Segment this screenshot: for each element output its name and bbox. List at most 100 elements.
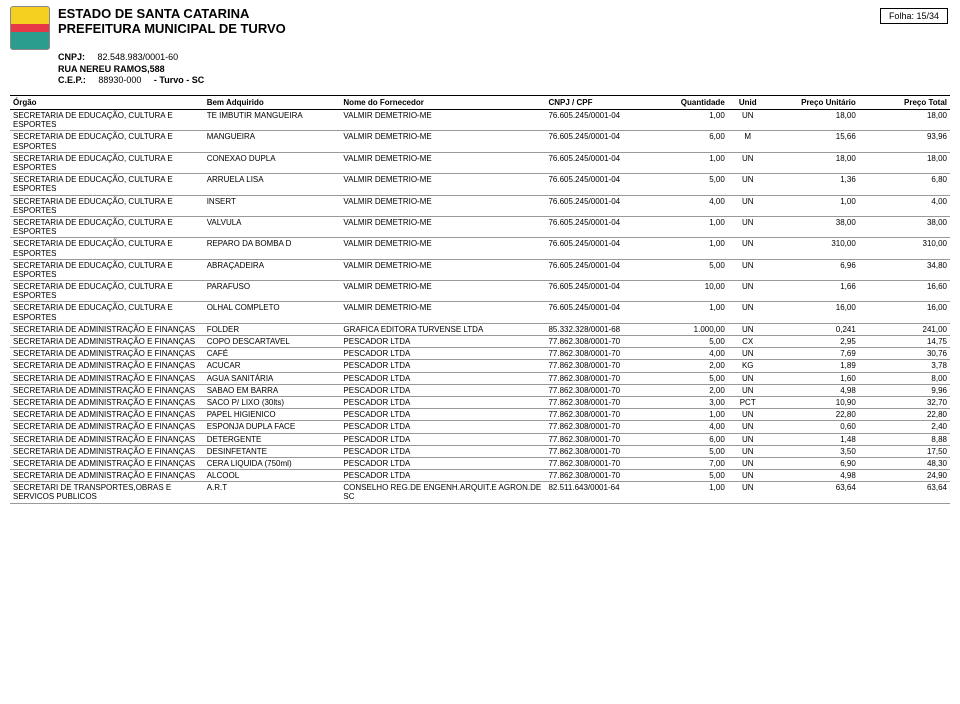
table-row: SECRETARIA DE ADMINISTRAÇÃO E FINANÇASSA…: [10, 396, 950, 408]
cnpj-value: 82.548.983/0001-60: [98, 52, 179, 62]
folha-label: Folha:: [889, 11, 914, 21]
cell-unid: UN: [728, 174, 768, 195]
cell-cnpj: 77.862.308/0001-70: [545, 457, 659, 469]
cell-bem: CONEXAO DUPLA: [204, 152, 341, 173]
cell-cnpj: 77.862.308/0001-70: [545, 445, 659, 457]
cell-pt: 38,00: [859, 216, 950, 237]
table-row: SECRETARIA DE ADMINISTRAÇÃO E FINANÇASPA…: [10, 409, 950, 421]
cell-pu: 310,00: [768, 238, 859, 259]
cell-qtd: 1,00: [659, 302, 727, 323]
cell-bem: VALVULA: [204, 216, 341, 237]
cell-qtd: 5,00: [659, 372, 727, 384]
cell-pt: 6,80: [859, 174, 950, 195]
cell-bem: CAFÉ: [204, 348, 341, 360]
cell-pt: 48,30: [859, 457, 950, 469]
table-row: SECRETARIA DE EDUCAÇÃO, CULTURA E ESPORT…: [10, 152, 950, 173]
cell-fornecedor: PESCADOR LTDA: [340, 396, 545, 408]
cell-orgao: SECRETARIA DE ADMINISTRAÇÃO E FINANÇAS: [10, 384, 204, 396]
cell-orgao: SECRETARIA DE EDUCAÇÃO, CULTURA E ESPORT…: [10, 131, 204, 152]
cell-cnpj: 76.605.245/0001-04: [545, 216, 659, 237]
cell-cnpj: 76.605.245/0001-04: [545, 110, 659, 131]
cell-fornecedor: VALMIR DEMETRIO-ME: [340, 302, 545, 323]
cell-cnpj: 76.605.245/0001-04: [545, 302, 659, 323]
cell-bem: PAPEL HIGIENICO: [204, 409, 341, 421]
cell-unid: UN: [728, 421, 768, 433]
cell-unid: UN: [728, 348, 768, 360]
col-preco-unitario: Preço Unitário: [768, 96, 859, 110]
cell-orgao: SECRETARIA DE ADMINISTRAÇÃO E FINANÇAS: [10, 445, 204, 457]
col-preco-total: Preço Total: [859, 96, 950, 110]
cell-qtd: 1,00: [659, 238, 727, 259]
cell-orgao: SECRETARIA DE EDUCAÇÃO, CULTURA E ESPORT…: [10, 302, 204, 323]
cell-unid: UN: [728, 457, 768, 469]
cell-pt: 24,90: [859, 470, 950, 482]
estado-line: ESTADO DE SANTA CATARINA: [58, 6, 286, 21]
cell-unid: PCT: [728, 396, 768, 408]
cell-unid: UN: [728, 152, 768, 173]
cell-cnpj: 77.862.308/0001-70: [545, 421, 659, 433]
cell-cnpj: 76.605.245/0001-04: [545, 281, 659, 302]
cell-pt: 8,88: [859, 433, 950, 445]
cell-pu: 1,36: [768, 174, 859, 195]
col-quantidade: Quantidade: [659, 96, 727, 110]
cell-qtd: 1,00: [659, 482, 727, 503]
cell-pu: 63,64: [768, 482, 859, 503]
table-row: SECRETARIA DE ADMINISTRAÇÃO E FINANÇASAC…: [10, 360, 950, 372]
table-row: SECRETARIA DE ADMINISTRAÇÃO E FINANÇASES…: [10, 421, 950, 433]
table-row: SECRETARIA DE EDUCAÇÃO, CULTURA E ESPORT…: [10, 281, 950, 302]
cell-cnpj: 76.605.245/0001-04: [545, 195, 659, 216]
col-orgao: Órgão: [10, 96, 204, 110]
cell-pu: 7,69: [768, 348, 859, 360]
cell-bem: ALCOOL: [204, 470, 341, 482]
cell-fornecedor: PESCADOR LTDA: [340, 336, 545, 348]
cell-orgao: SECRETARIA DE ADMINISTRAÇÃO E FINANÇAS: [10, 396, 204, 408]
cell-bem: INSERT: [204, 195, 341, 216]
cell-bem: SACO P/ LIXO (30lts): [204, 396, 341, 408]
cell-qtd: 2,00: [659, 384, 727, 396]
cell-pt: 16,00: [859, 302, 950, 323]
cell-orgao: SECRETARIA DE EDUCAÇÃO, CULTURA E ESPORT…: [10, 152, 204, 173]
cell-orgao: SECRETARIA DE EDUCAÇÃO, CULTURA E ESPORT…: [10, 238, 204, 259]
logo-emblem: [10, 6, 50, 50]
cell-unid: UN: [728, 372, 768, 384]
cell-pt: 8,00: [859, 372, 950, 384]
col-unid: Unid: [728, 96, 768, 110]
cell-qtd: 1,00: [659, 216, 727, 237]
cell-pu: 0,60: [768, 421, 859, 433]
cell-pt: 241,00: [859, 323, 950, 335]
cell-pt: 3,78: [859, 360, 950, 372]
cell-fornecedor: VALMIR DEMETRIO-ME: [340, 152, 545, 173]
cell-pt: 18,00: [859, 110, 950, 131]
table-row: SECRETARI DE TRANSPORTES,OBRAS E SERVICO…: [10, 482, 950, 503]
cell-qtd: 4,00: [659, 195, 727, 216]
table-row: SECRETARIA DE ADMINISTRAÇÃO E FINANÇASDE…: [10, 445, 950, 457]
cell-orgao: SECRETARIA DE EDUCAÇÃO, CULTURA E ESPORT…: [10, 110, 204, 131]
cell-pu: 6,90: [768, 457, 859, 469]
cell-fornecedor: PESCADOR LTDA: [340, 372, 545, 384]
header-subinfo: CNPJ: 82.548.983/0001-60 RUA NEREU RAMOS…: [58, 52, 960, 91]
cell-pu: 38,00: [768, 216, 859, 237]
cell-cnpj: 76.605.245/0001-04: [545, 152, 659, 173]
cell-unid: UN: [728, 195, 768, 216]
cell-qtd: 1.000,00: [659, 323, 727, 335]
cell-unid: UN: [728, 470, 768, 482]
col-bem: Bem Adquirido: [204, 96, 341, 110]
cell-cnpj: 77.862.308/0001-70: [545, 470, 659, 482]
cell-pt: 14,75: [859, 336, 950, 348]
cell-pu: 3,50: [768, 445, 859, 457]
cell-unid: M: [728, 131, 768, 152]
cell-fornecedor: VALMIR DEMETRIO-ME: [340, 195, 545, 216]
cell-cnpj: 77.862.308/0001-70: [545, 360, 659, 372]
cell-unid: KG: [728, 360, 768, 372]
table-header-row: Órgão Bem Adquirido Nome do Fornecedor C…: [10, 96, 950, 110]
cell-cnpj: 77.862.308/0001-70: [545, 409, 659, 421]
cell-qtd: 4,00: [659, 421, 727, 433]
cell-bem: ABRAÇADEIRA: [204, 259, 341, 280]
cell-unid: UN: [728, 323, 768, 335]
cell-orgao: SECRETARIA DE EDUCAÇÃO, CULTURA E ESPORT…: [10, 216, 204, 237]
cell-pt: 2,40: [859, 421, 950, 433]
cell-pt: 310,00: [859, 238, 950, 259]
cell-pt: 34,80: [859, 259, 950, 280]
table-row: SECRETARIA DE EDUCAÇÃO, CULTURA E ESPORT…: [10, 195, 950, 216]
cell-cnpj: 76.605.245/0001-04: [545, 131, 659, 152]
